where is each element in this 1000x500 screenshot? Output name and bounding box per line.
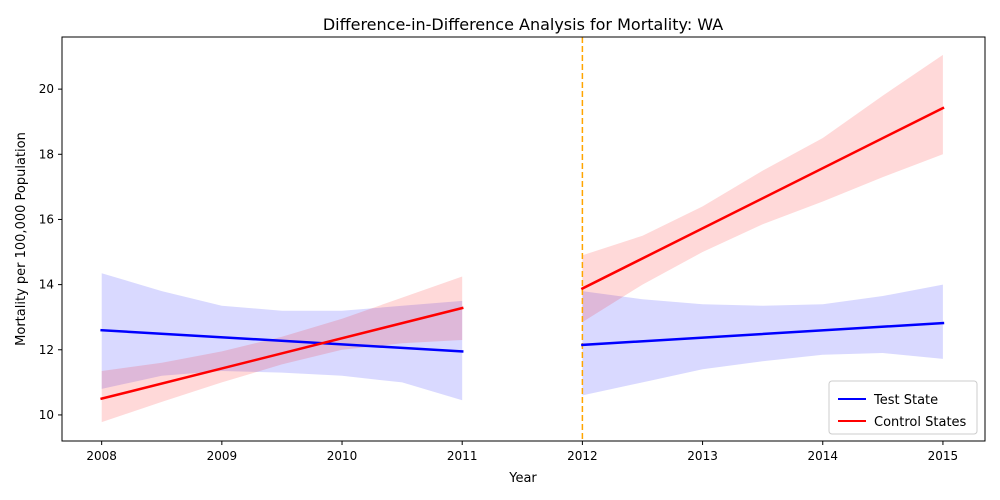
y-tick-label: 10 xyxy=(39,408,54,422)
confidence-bands xyxy=(101,54,943,423)
y-tick-label: 16 xyxy=(39,212,54,226)
x-axis-ticks: 2008 2009 2010 2011 2012 2013 2014 2015 xyxy=(86,441,958,463)
legend: Test State Control States xyxy=(828,380,978,435)
y-axis-title: Mortality per 100,000 Population xyxy=(14,132,29,346)
confidence-band-test-state-pre xyxy=(101,273,463,401)
legend-label-test-state: Test State xyxy=(873,393,938,408)
x-tick-label: 2011 xyxy=(447,449,478,463)
confidence-band-test-state-post xyxy=(582,284,943,396)
x-axis-title: Year xyxy=(508,471,537,486)
confidence-band-control-states-pre xyxy=(101,276,463,423)
trend-line-test-state-pre xyxy=(100,328,464,353)
x-tick-label: 2014 xyxy=(807,449,838,463)
x-tick-label: 2008 xyxy=(86,449,117,463)
confidence-band-control-states-post xyxy=(582,54,943,323)
legend-label-control-states: Control States xyxy=(874,415,967,430)
trend-line-test-state-post xyxy=(581,321,945,347)
chart-title: Difference-in-Difference Analysis for Mo… xyxy=(323,15,723,34)
series-lines xyxy=(100,106,945,401)
x-tick-label: 2010 xyxy=(327,449,358,463)
y-tick-label: 12 xyxy=(39,343,54,357)
trend-line-control-states-pre xyxy=(100,306,464,401)
trend-line-control-states-post xyxy=(580,106,945,291)
y-tick-label: 18 xyxy=(39,147,54,161)
plot-frame xyxy=(61,36,986,442)
y-tick-label: 14 xyxy=(39,278,54,292)
x-tick-label: 2009 xyxy=(207,449,238,463)
x-tick-label: 2012 xyxy=(567,449,598,463)
x-tick-label: 2015 xyxy=(928,449,959,463)
x-tick-label: 2013 xyxy=(687,449,718,463)
y-tick-label: 20 xyxy=(39,82,54,96)
y-axis-ticks: 10 12 14 16 18 20 xyxy=(39,82,62,422)
